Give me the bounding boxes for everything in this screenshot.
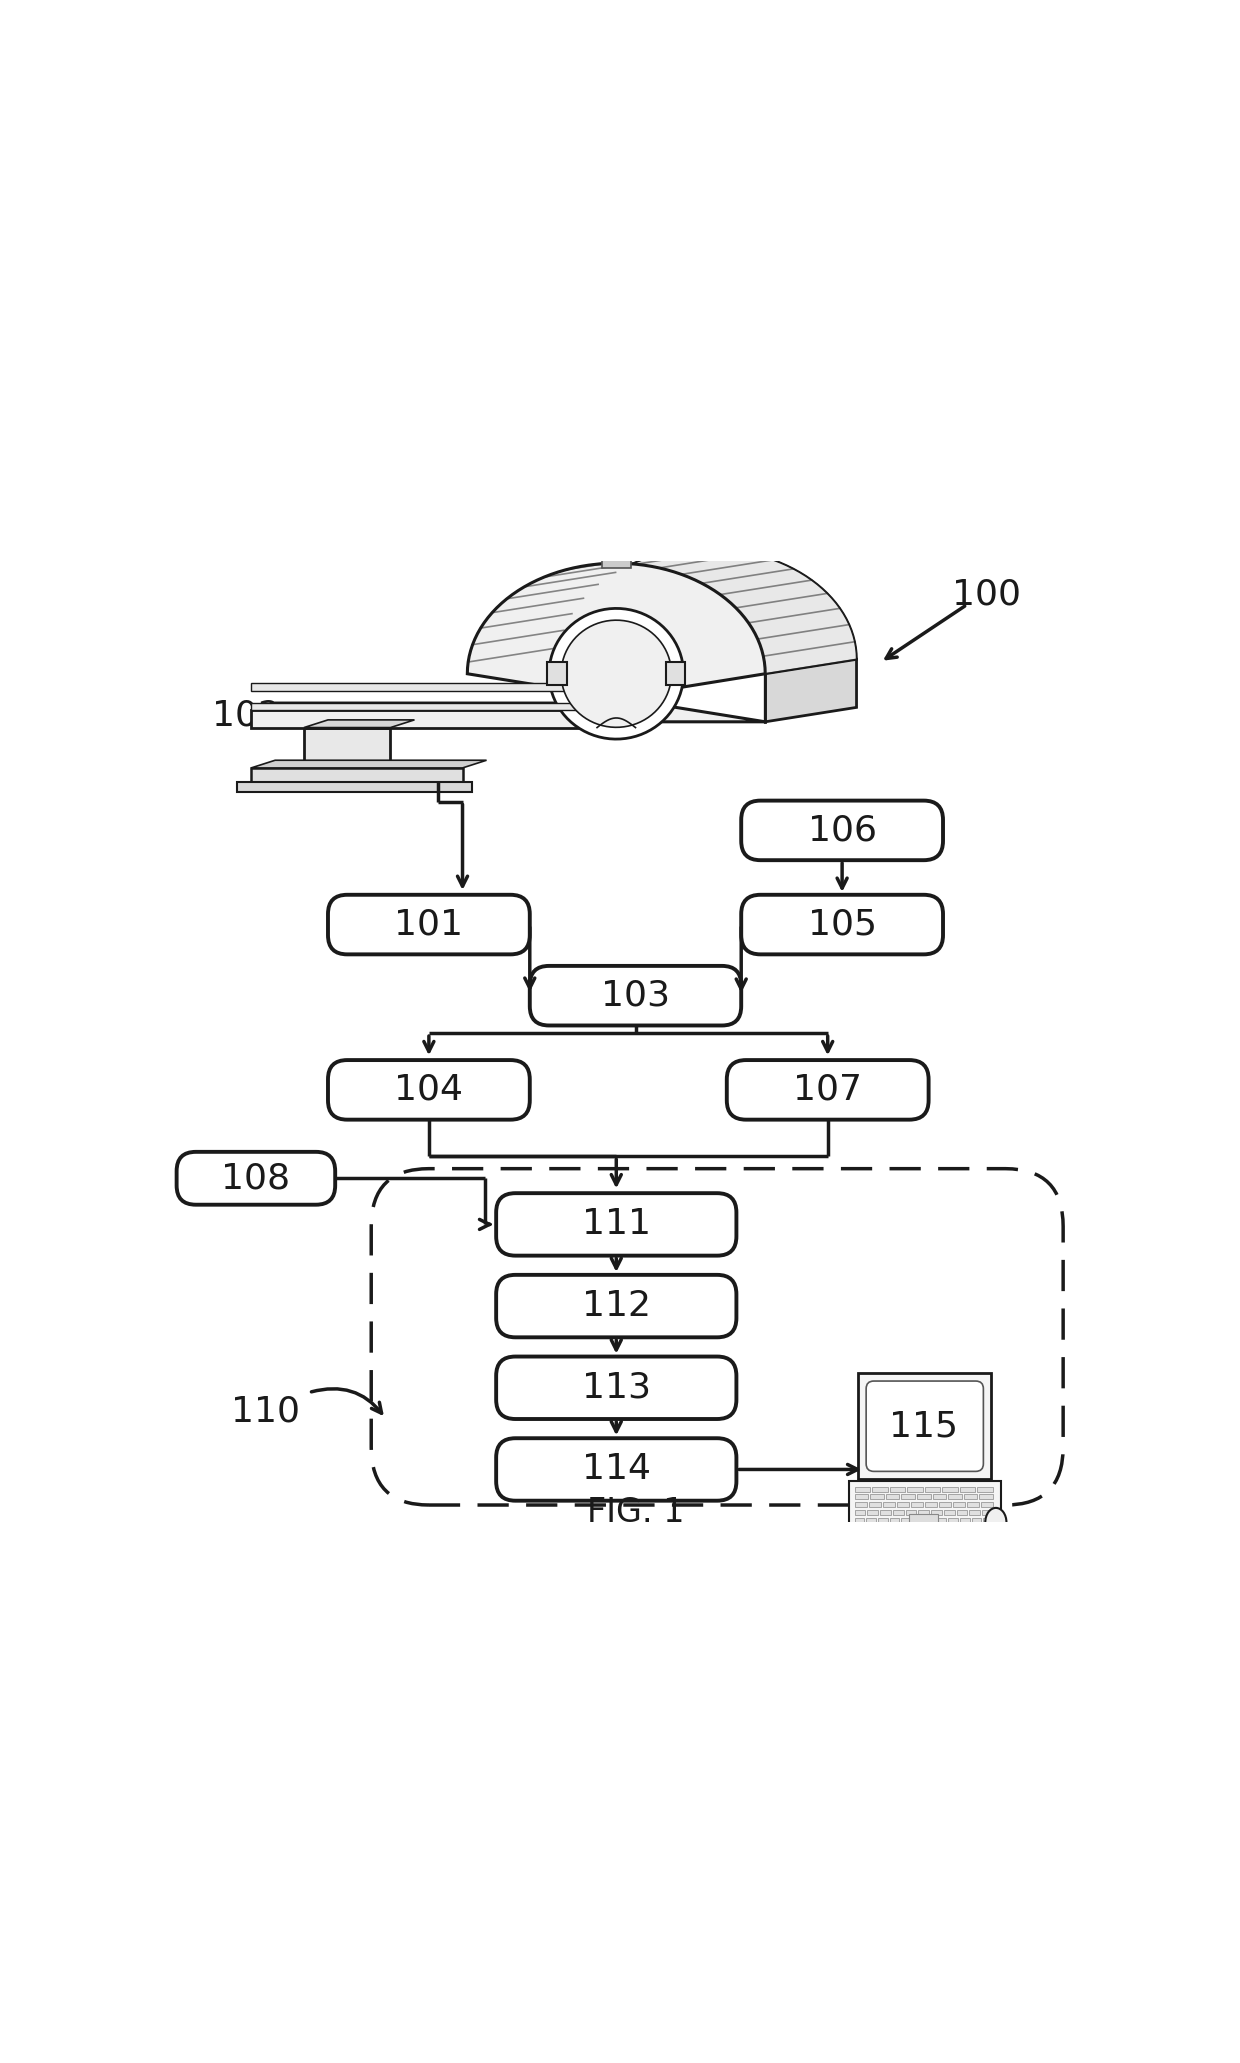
FancyBboxPatch shape xyxy=(866,1380,983,1471)
FancyBboxPatch shape xyxy=(931,1510,942,1514)
Text: 108: 108 xyxy=(222,1161,290,1194)
FancyBboxPatch shape xyxy=(913,1518,923,1522)
Polygon shape xyxy=(549,609,683,739)
FancyBboxPatch shape xyxy=(939,1502,951,1506)
FancyBboxPatch shape xyxy=(910,1502,923,1506)
Polygon shape xyxy=(765,660,857,722)
FancyBboxPatch shape xyxy=(666,662,684,685)
Text: FIG. 1: FIG. 1 xyxy=(587,1496,684,1529)
FancyBboxPatch shape xyxy=(981,1502,993,1506)
FancyBboxPatch shape xyxy=(949,1518,959,1522)
FancyBboxPatch shape xyxy=(977,1487,993,1492)
FancyBboxPatch shape xyxy=(942,1487,959,1492)
Text: 100: 100 xyxy=(952,578,1021,613)
FancyBboxPatch shape xyxy=(905,1510,916,1514)
FancyBboxPatch shape xyxy=(496,1438,737,1500)
FancyBboxPatch shape xyxy=(529,965,742,1025)
FancyBboxPatch shape xyxy=(854,1510,866,1514)
FancyBboxPatch shape xyxy=(956,1510,967,1514)
FancyBboxPatch shape xyxy=(327,895,529,955)
Text: 111: 111 xyxy=(582,1207,651,1242)
FancyBboxPatch shape xyxy=(872,1487,888,1492)
Text: 101: 101 xyxy=(394,908,464,941)
Ellipse shape xyxy=(986,1508,1007,1537)
FancyBboxPatch shape xyxy=(176,1151,335,1205)
Text: 115: 115 xyxy=(889,1409,959,1444)
FancyBboxPatch shape xyxy=(967,1502,978,1506)
FancyBboxPatch shape xyxy=(970,1510,981,1514)
FancyBboxPatch shape xyxy=(867,1518,877,1522)
FancyBboxPatch shape xyxy=(925,1518,935,1522)
FancyBboxPatch shape xyxy=(869,1502,880,1506)
Polygon shape xyxy=(562,621,671,728)
FancyBboxPatch shape xyxy=(932,1494,946,1500)
FancyBboxPatch shape xyxy=(925,1502,937,1506)
FancyBboxPatch shape xyxy=(854,1502,867,1506)
FancyBboxPatch shape xyxy=(849,1481,1001,1527)
FancyBboxPatch shape xyxy=(916,1494,931,1500)
FancyBboxPatch shape xyxy=(496,1357,737,1419)
FancyBboxPatch shape xyxy=(878,1518,888,1522)
FancyBboxPatch shape xyxy=(897,1502,909,1506)
FancyBboxPatch shape xyxy=(908,1487,923,1492)
Text: 113: 113 xyxy=(582,1370,651,1405)
FancyBboxPatch shape xyxy=(980,1494,993,1500)
FancyBboxPatch shape xyxy=(742,895,942,955)
FancyBboxPatch shape xyxy=(327,1060,529,1120)
FancyBboxPatch shape xyxy=(854,1518,864,1522)
FancyBboxPatch shape xyxy=(901,1518,911,1522)
FancyBboxPatch shape xyxy=(601,557,631,567)
Polygon shape xyxy=(250,767,463,782)
Text: 112: 112 xyxy=(582,1289,651,1322)
FancyBboxPatch shape xyxy=(893,1510,904,1514)
FancyBboxPatch shape xyxy=(925,1487,940,1492)
Text: 107: 107 xyxy=(794,1073,862,1108)
FancyBboxPatch shape xyxy=(727,1060,929,1120)
Text: 106: 106 xyxy=(807,813,877,848)
FancyBboxPatch shape xyxy=(960,1518,970,1522)
Polygon shape xyxy=(250,703,660,710)
Polygon shape xyxy=(250,710,635,728)
FancyBboxPatch shape xyxy=(496,1275,737,1337)
FancyBboxPatch shape xyxy=(858,1374,991,1479)
Text: 110: 110 xyxy=(231,1395,300,1430)
FancyBboxPatch shape xyxy=(944,1510,955,1514)
FancyBboxPatch shape xyxy=(496,1192,737,1256)
FancyBboxPatch shape xyxy=(883,1502,895,1506)
Polygon shape xyxy=(250,683,635,691)
FancyBboxPatch shape xyxy=(963,1494,977,1500)
FancyBboxPatch shape xyxy=(854,1487,870,1492)
Polygon shape xyxy=(304,720,414,728)
FancyBboxPatch shape xyxy=(889,1487,905,1492)
FancyBboxPatch shape xyxy=(870,1494,884,1500)
FancyBboxPatch shape xyxy=(742,800,942,860)
FancyBboxPatch shape xyxy=(548,662,567,685)
FancyBboxPatch shape xyxy=(936,1518,946,1522)
FancyBboxPatch shape xyxy=(854,1494,868,1500)
FancyBboxPatch shape xyxy=(971,1518,981,1522)
Text: 114: 114 xyxy=(582,1452,651,1487)
Text: 102: 102 xyxy=(212,697,280,732)
FancyBboxPatch shape xyxy=(880,1510,892,1514)
FancyBboxPatch shape xyxy=(909,1514,939,1522)
FancyBboxPatch shape xyxy=(952,1502,965,1506)
FancyBboxPatch shape xyxy=(885,1494,899,1500)
FancyBboxPatch shape xyxy=(901,1494,915,1500)
Text: 104: 104 xyxy=(394,1073,464,1108)
FancyBboxPatch shape xyxy=(949,1494,962,1500)
FancyBboxPatch shape xyxy=(919,1510,929,1514)
FancyBboxPatch shape xyxy=(960,1487,976,1492)
Polygon shape xyxy=(237,782,472,792)
FancyBboxPatch shape xyxy=(889,1518,899,1522)
FancyBboxPatch shape xyxy=(867,1510,878,1514)
Polygon shape xyxy=(250,703,635,710)
Polygon shape xyxy=(467,563,765,722)
Polygon shape xyxy=(250,761,486,767)
Polygon shape xyxy=(467,549,857,675)
Text: 105: 105 xyxy=(807,908,877,941)
Text: 103: 103 xyxy=(601,978,670,1013)
FancyBboxPatch shape xyxy=(982,1510,993,1514)
Polygon shape xyxy=(304,728,391,767)
FancyBboxPatch shape xyxy=(983,1518,993,1522)
